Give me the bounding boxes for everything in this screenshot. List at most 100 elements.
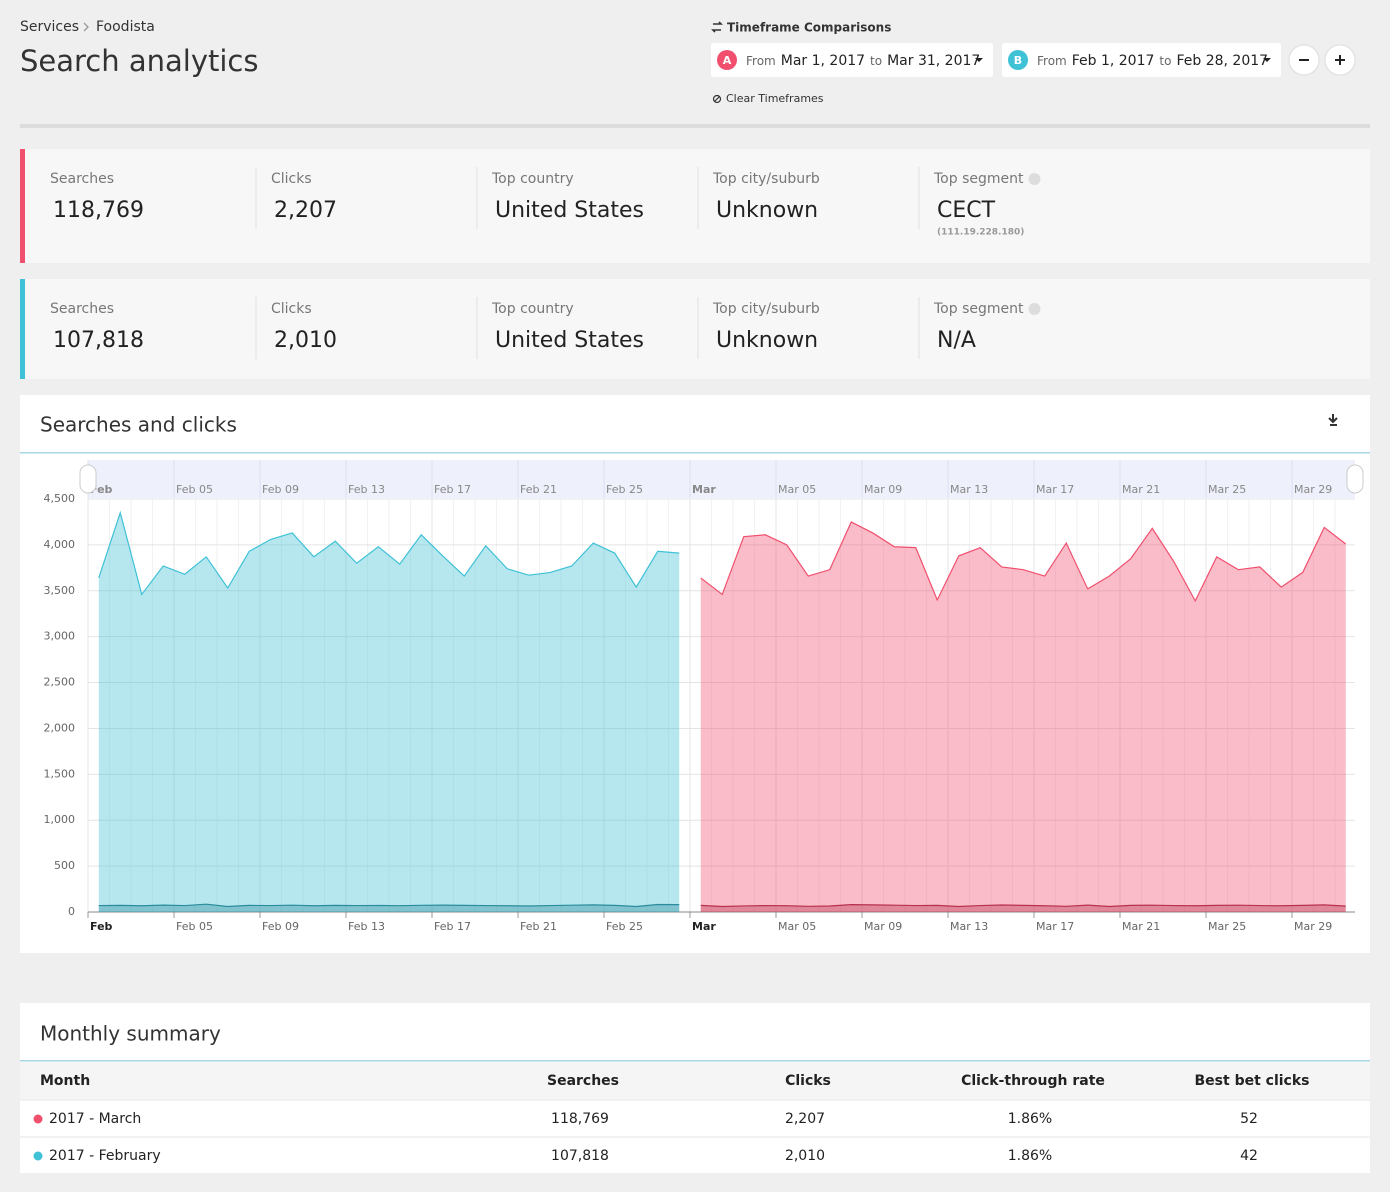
table-cell: 2,207	[785, 1111, 825, 1127]
timeframe-from: Feb 1, 2017	[1072, 53, 1155, 69]
stat-value: Unknown	[716, 328, 818, 353]
stat-value: 107,818	[53, 328, 144, 353]
y-tick-label: 4,500	[44, 492, 76, 505]
y-tick-label: 2,500	[44, 676, 76, 689]
stat-value: 2,010	[274, 328, 337, 353]
breadcrumb[interactable]: Services	[20, 19, 79, 35]
navigator-label: Feb 05	[176, 483, 213, 496]
timeframes-title: Timeframe Comparisons	[727, 21, 891, 35]
table-cell: 2,010	[785, 1148, 825, 1164]
timeframe-to-label: to	[870, 54, 882, 68]
navigator-label: Feb 25	[606, 483, 643, 496]
divider	[20, 124, 1370, 128]
stat-label: Top segment	[933, 171, 1024, 187]
navigator-label: Feb 09	[262, 483, 299, 496]
stat-value: 118,769	[53, 198, 144, 223]
x-tick-label: Mar 13	[950, 920, 988, 933]
x-tick-label: Mar 05	[778, 920, 816, 933]
navigator-label: Mar	[692, 483, 716, 496]
column-header: Click-through rate	[961, 1073, 1105, 1089]
table-cell: 2017 - March	[49, 1111, 141, 1127]
y-tick-label: 2,000	[44, 721, 76, 734]
navigator-label: Mar 17	[1036, 483, 1074, 496]
column-header: Searches	[547, 1073, 619, 1089]
stat-value: United States	[495, 328, 644, 353]
navigator-label: Mar 25	[1208, 483, 1246, 496]
navigator-label: Mar 09	[864, 483, 902, 496]
stats-accent	[20, 279, 25, 379]
table-cell: 1.86%	[1008, 1111, 1052, 1127]
x-tick-label: Feb 25	[606, 920, 643, 933]
navigator-label: Feb 17	[434, 483, 471, 496]
navigator-handle[interactable]	[80, 465, 96, 493]
chart-title: Searches and clicks	[40, 413, 237, 437]
row-color-dot	[34, 1115, 43, 1124]
navigator-label: Feb 21	[520, 483, 557, 496]
navigator-handle[interactable]	[1347, 465, 1363, 493]
help-icon[interactable]	[1028, 303, 1040, 315]
stat-label: Searches	[50, 171, 114, 187]
y-tick-label: 4,000	[44, 538, 76, 551]
timeframe-from-label: From	[746, 54, 776, 68]
column-header: Best bet clicks	[1195, 1073, 1310, 1089]
x-tick-label: Mar	[692, 920, 716, 933]
x-tick-label: Feb 13	[348, 920, 385, 933]
table-cell: 2017 - February	[49, 1148, 161, 1164]
stat-value: CECT	[937, 198, 996, 223]
y-tick-label: 1,000	[44, 813, 76, 826]
timeframe-to: Mar 31, 2017	[887, 53, 980, 69]
stat-label: Top city/suburb	[712, 301, 820, 317]
stat-value: United States	[495, 198, 644, 223]
navigator-label: Feb 13	[348, 483, 385, 496]
stat-label: Top city/suburb	[712, 171, 820, 187]
stat-value: N/A	[937, 328, 976, 353]
stat-label: Searches	[50, 301, 114, 317]
clear-timeframes[interactable]: Clear Timeframes	[726, 92, 824, 105]
stat-label: Top country	[491, 171, 574, 187]
timeframe-from-label: From	[1037, 54, 1067, 68]
column-header: Month	[40, 1073, 90, 1089]
navigator-label: Mar 29	[1294, 483, 1332, 496]
timeframe-range: From Mar 1, 2017 to Mar 31, 2017	[746, 53, 980, 69]
stat-note: (111.19.228.180)	[937, 228, 1024, 238]
badge-letter: A	[723, 54, 732, 67]
stats-panel	[20, 149, 1370, 263]
navigator-label: Mar 13	[950, 483, 988, 496]
panel-divider	[20, 452, 1370, 454]
timeframe-to-label: to	[1159, 54, 1171, 68]
y-tick-label: 1,500	[44, 767, 76, 780]
page-title: Search analytics	[20, 44, 258, 78]
row-color-dot	[34, 1152, 43, 1161]
column-header: Clicks	[785, 1073, 831, 1089]
help-icon[interactable]	[1028, 173, 1040, 185]
timeframe-range: From Feb 1, 2017 to Feb 28, 2017	[1037, 53, 1268, 69]
table-cell: 107,818	[551, 1148, 609, 1164]
navigator-label: Mar 21	[1122, 483, 1160, 496]
table-cell: 118,769	[551, 1111, 609, 1127]
x-tick-label: Mar 29	[1294, 920, 1332, 933]
summary-title: Monthly summary	[40, 1022, 221, 1046]
x-tick-label: Feb 21	[520, 920, 557, 933]
stat-value: Unknown	[716, 198, 818, 223]
stats-panel	[20, 279, 1370, 379]
x-tick-label: Mar 21	[1122, 920, 1160, 933]
y-tick-label: 3,000	[44, 630, 76, 643]
table-cell: 1.86%	[1008, 1148, 1052, 1164]
breadcrumb[interactable]: Foodista	[96, 19, 155, 35]
area	[701, 522, 1346, 912]
timeframe-to: Feb 28, 2017	[1176, 53, 1268, 69]
x-tick-label: Feb 17	[434, 920, 471, 933]
timeframe-from: Mar 1, 2017	[781, 53, 865, 69]
x-tick-label: Mar 25	[1208, 920, 1246, 933]
x-tick-label: Feb	[90, 920, 113, 933]
y-tick-label: 3,500	[44, 584, 76, 597]
stat-label: Clicks	[271, 171, 312, 187]
stat-value: 2,207	[274, 198, 337, 223]
table-cell: 52	[1240, 1111, 1258, 1127]
panel-divider	[20, 1060, 1370, 1062]
x-tick-label: Feb 09	[262, 920, 299, 933]
badge-letter: B	[1014, 54, 1022, 67]
x-tick-label: Feb 05	[176, 920, 213, 933]
stat-label: Top segment	[933, 301, 1024, 317]
